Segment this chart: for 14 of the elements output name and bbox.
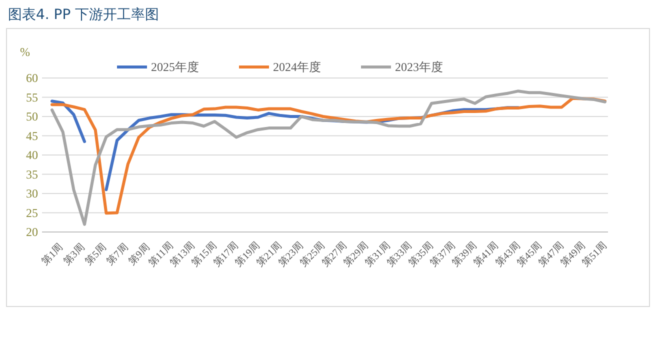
y-tick-label: 40 — [26, 148, 38, 162]
y-tick-label: 55 — [26, 90, 38, 104]
y-tick-label: 30 — [26, 186, 38, 201]
legend-label: 2025年度 — [151, 60, 199, 74]
y-tick-label: 25 — [26, 206, 38, 220]
y-tick-label: 50 — [26, 110, 38, 124]
y-tick-label: 35 — [26, 167, 38, 182]
y-tick-label: 60 — [26, 71, 38, 86]
legend-label: 2023年度 — [395, 60, 443, 74]
chart-title: 图表4. PP 下游开工率图 — [8, 7, 160, 23]
legend-label: 2024年度 — [273, 60, 321, 74]
y-tick-label: 20 — [26, 225, 38, 240]
y-tick-label: 45 — [26, 128, 38, 143]
y-axis-title: % — [20, 45, 30, 59]
